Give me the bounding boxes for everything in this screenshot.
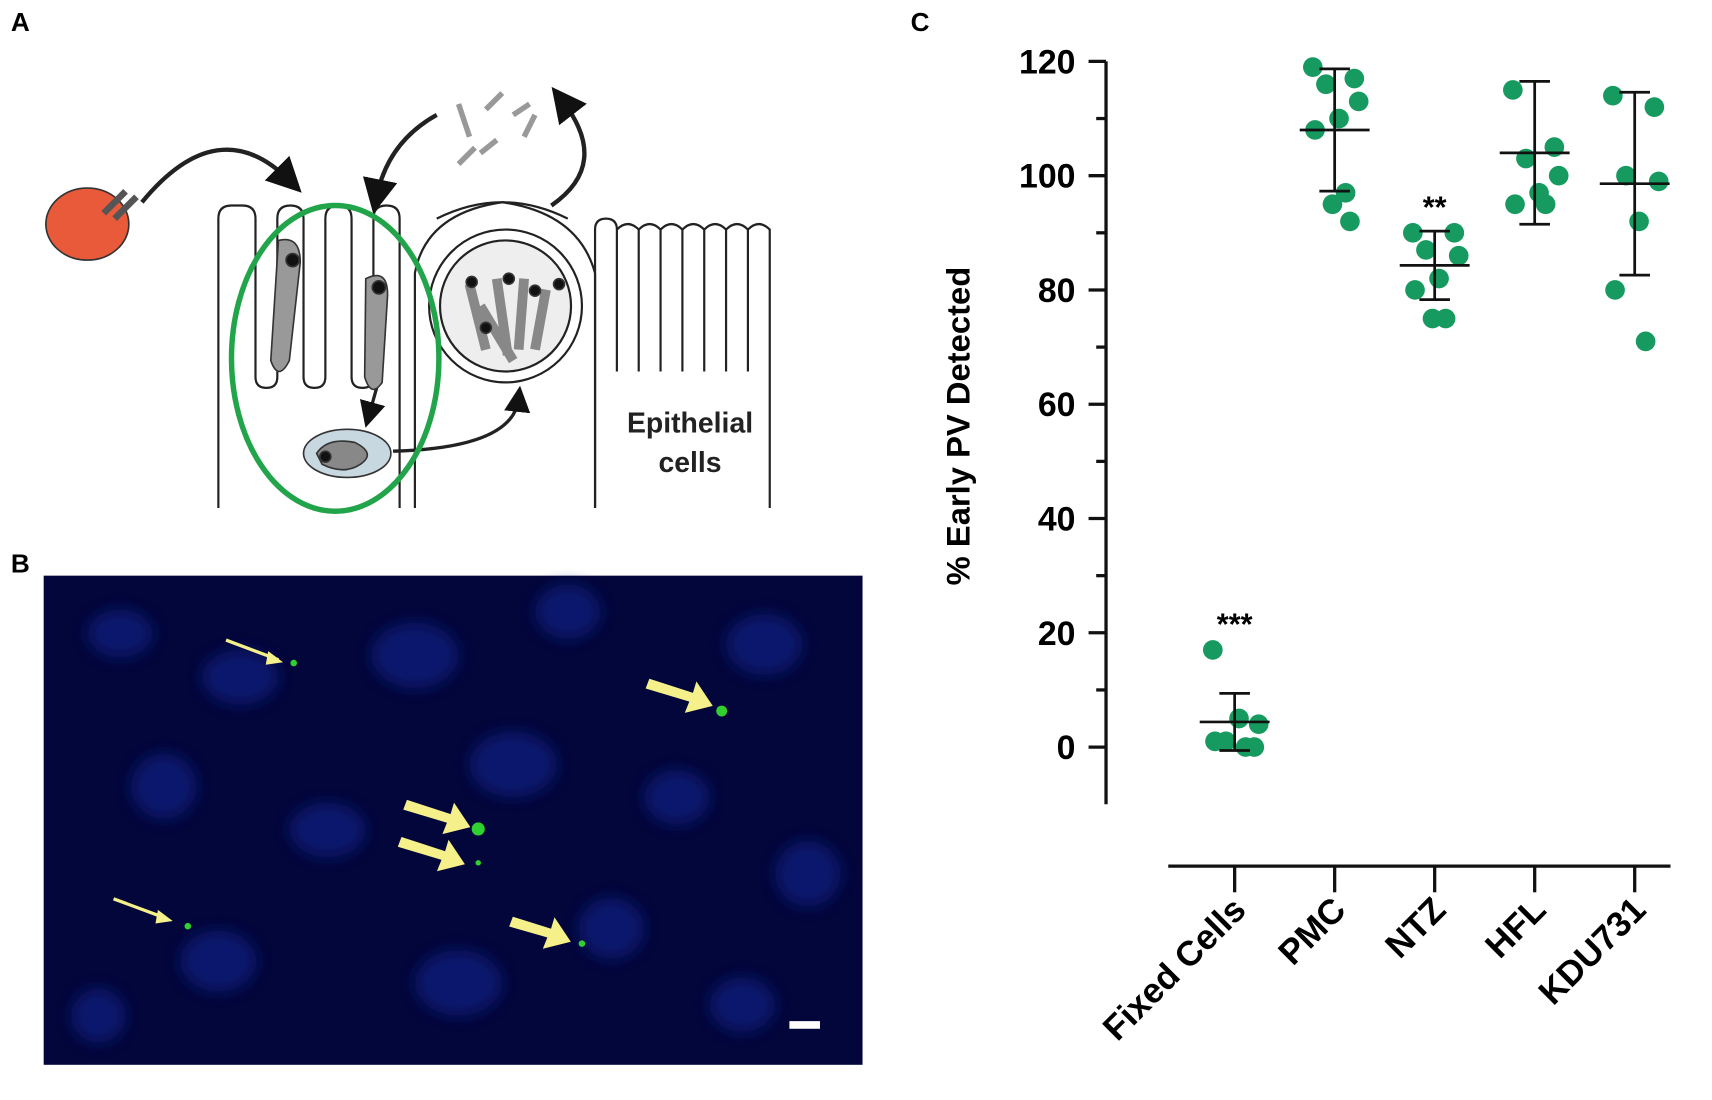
y-tick-label: 20 [1038,615,1076,653]
data-point [1616,165,1636,186]
panel-label: B [11,548,30,578]
data-point [1644,97,1665,117]
highlight-ellipse [228,202,442,514]
data-point [1503,80,1523,100]
data-point [1335,182,1356,203]
y-axis-label: % Early PV Detected [940,267,977,586]
data-point [1429,268,1449,289]
data-point [1235,737,1256,757]
data-point [1405,280,1425,300]
data-point [1448,245,1469,266]
data-point [1603,85,1623,106]
data-point [1403,222,1423,243]
data-point [1248,714,1269,735]
data-point [1202,640,1223,660]
data-point [1302,57,1323,77]
data-point [1629,211,1649,232]
data-point [1605,280,1625,300]
significance-label: ** [1423,191,1447,225]
data-point [1329,108,1349,129]
x-tick-label: Fixed Cells [1095,890,1253,1048]
data-point [1416,240,1436,260]
y-tick-label: 0 [1057,729,1076,767]
panel-label: A [11,7,30,37]
data-point [1344,68,1365,89]
x-tick-label: HFL [1478,890,1554,966]
data-point [1422,308,1443,329]
data-point [1316,74,1336,95]
data-point [1505,194,1525,215]
data-point [1322,194,1343,215]
data-point [1535,194,1556,215]
data-point [1648,171,1669,192]
parasites [45,91,566,479]
significance-label: *** [1217,608,1253,642]
y-tick-label: 100 [1019,158,1075,196]
x-tick-label: NTZ [1378,890,1454,966]
x-tick-label: PMC [1271,890,1353,972]
data-point [1205,731,1225,752]
data-point [1348,91,1369,112]
micrograph [43,575,863,1065]
x-tick-label: KDU731 [1531,890,1653,1012]
data-point [1635,331,1656,352]
y-tick-label: 120 [1019,43,1075,81]
cell-label: cells [658,447,721,479]
y-tick-label: 60 [1038,386,1076,424]
data-point [1548,165,1569,186]
data-point [1444,222,1465,243]
dot-plot: % Early PV Detected 0 20 40 60 80 100 120 Fixed… [940,43,1671,1048]
panel-label: C [911,7,930,37]
cell-label: Epithelial [627,408,753,440]
data-point [1229,708,1249,729]
y-tick-label: 40 [1038,501,1076,539]
data-point [1340,211,1360,232]
y-tick-label: 80 [1038,272,1076,310]
